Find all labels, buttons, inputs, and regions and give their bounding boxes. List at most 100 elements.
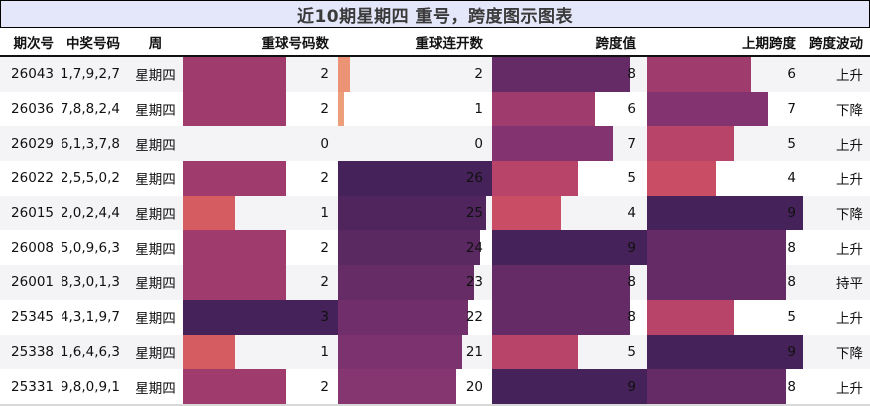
data-table: 期次号 中奖号码周重球号码数 重球连开数 跨度值 上期跨度 跨度波动 26043 1,7,9… bbox=[0, 28, 870, 406]
period-cell: 26036 bbox=[11, 101, 54, 118]
repeat_count-value: 2 bbox=[320, 274, 329, 291]
table-row: 25338 1,6,4,6,3 星期四 1 21 5 9 下降 bbox=[0, 334, 870, 370]
repeat-streak-cell: 20 bbox=[338, 369, 492, 404]
repeat_count-bar bbox=[183, 57, 287, 92]
span-bar bbox=[492, 126, 613, 162]
span-value: 9 bbox=[627, 378, 636, 395]
repeat_streak-value: 20 bbox=[465, 378, 483, 395]
repeat_count-value: 2 bbox=[320, 378, 329, 395]
winning-numbers-cell: 2,0,2,4,4 bbox=[62, 205, 120, 222]
repeat_streak-value: 2 bbox=[474, 66, 483, 83]
repeat_streak-bar bbox=[338, 195, 487, 231]
prev_span-value: 4 bbox=[787, 170, 796, 187]
span-trend-cell: 上升 bbox=[836, 137, 863, 154]
prev_span-bar bbox=[647, 57, 752, 92]
prev-span-cell: 7 bbox=[647, 91, 803, 127]
column-header-numbers: 中奖号码 bbox=[66, 35, 120, 52]
repeat_count-bar bbox=[183, 334, 235, 370]
repeat_streak-value: 23 bbox=[465, 274, 483, 291]
span-bar bbox=[492, 230, 647, 266]
winning-numbers-cell: 1,6,4,6,3 bbox=[62, 343, 120, 360]
weekday-cell: 星期四 bbox=[135, 380, 176, 397]
repeat-count-cell: 2 bbox=[183, 57, 338, 92]
weekday-cell: 星期四 bbox=[135, 207, 176, 224]
weekday-cell: 星期四 bbox=[135, 345, 176, 362]
repeat-streak-cell: 1 bbox=[338, 91, 492, 127]
period-cell: 25338 bbox=[11, 343, 54, 360]
span-value-cell: 8 bbox=[492, 57, 647, 92]
span-trend-cell: 下降 bbox=[836, 345, 863, 362]
prev-span-cell: 5 bbox=[647, 299, 803, 335]
repeat_count-value: 2 bbox=[320, 170, 329, 187]
repeat_streak-value: 22 bbox=[465, 309, 483, 326]
span-value: 8 bbox=[627, 309, 636, 326]
repeat_count-bar bbox=[183, 195, 235, 231]
span-trend-cell: 上升 bbox=[836, 172, 863, 189]
repeat-count-cell: 3 bbox=[183, 299, 338, 335]
table-row: 26001 8,3,0,1,3 星期四 2 23 8 8 持平 bbox=[0, 265, 870, 300]
prev_span-value: 8 bbox=[787, 274, 796, 291]
table-row: 26043 1,7,9,2,7 星期四 2 2 8 6 上升 bbox=[0, 57, 870, 92]
column-header-repeat_streak: 重球连开数 bbox=[415, 35, 484, 52]
repeat-streak-cell: 22 bbox=[338, 299, 492, 335]
repeat_streak-value: 1 bbox=[474, 101, 483, 118]
span-value-cell: 6 bbox=[492, 91, 647, 127]
span-bar bbox=[492, 195, 561, 231]
span-bar bbox=[492, 265, 630, 300]
span-value: 5 bbox=[627, 343, 636, 360]
table-row: 26015 2,0,2,4,4 星期四 1 25 4 9 下降 bbox=[0, 195, 870, 231]
repeat_count-value: 2 bbox=[320, 239, 329, 256]
weekday-cell: 星期四 bbox=[135, 311, 176, 328]
winning-numbers-cell: 7,8,8,2,4 bbox=[62, 101, 120, 118]
span-value: 4 bbox=[627, 205, 636, 222]
period-cell: 26015 bbox=[11, 205, 54, 222]
weekday-cell: 星期四 bbox=[135, 276, 176, 293]
repeat-streak-cell: 26 bbox=[338, 161, 492, 196]
repeat-count-cell: 1 bbox=[183, 334, 338, 370]
span-bar bbox=[492, 334, 579, 370]
prev_span-value: 6 bbox=[787, 66, 796, 83]
span-value-cell: 9 bbox=[492, 369, 647, 404]
prev_span-bar bbox=[647, 265, 786, 300]
repeat_count-value: 0 bbox=[320, 135, 329, 152]
span-value: 5 bbox=[627, 170, 636, 187]
period-cell: 26022 bbox=[11, 170, 54, 187]
repeat-streak-cell: 25 bbox=[338, 195, 492, 231]
span-trend-cell: 下降 bbox=[836, 103, 863, 120]
repeat_count-value: 1 bbox=[320, 205, 329, 222]
span-value: 8 bbox=[627, 274, 636, 291]
repeat-streak-cell: 24 bbox=[338, 230, 492, 266]
prev_span-bar bbox=[647, 161, 717, 196]
column-header-span: 跨度值 bbox=[595, 35, 637, 52]
repeat_streak-bar bbox=[338, 299, 469, 335]
repeat_count-bar bbox=[183, 91, 287, 127]
weekday-cell: 星期四 bbox=[135, 103, 176, 120]
span-trend-cell: 上升 bbox=[836, 380, 863, 397]
repeat_streak-bar bbox=[338, 334, 463, 370]
repeat-count-cell: 2 bbox=[183, 265, 338, 300]
table-header-row: 期次号 中奖号码 周 重球号码数 重球连开数 跨度值 上期跨度 跨度波动 bbox=[0, 28, 870, 57]
prev-span-cell: 8 bbox=[647, 230, 803, 266]
repeat_streak-bar bbox=[338, 369, 457, 404]
repeat_streak-value: 0 bbox=[474, 135, 483, 152]
repeat-count-cell: 2 bbox=[183, 369, 338, 404]
prev-span-cell: 8 bbox=[647, 369, 803, 404]
repeat_count-value: 2 bbox=[320, 101, 329, 118]
span-bar bbox=[492, 161, 579, 196]
repeat_count-bar bbox=[183, 230, 287, 266]
span-value: 9 bbox=[627, 239, 636, 256]
prev-span-cell: 5 bbox=[647, 126, 803, 162]
repeat_streak-value: 26 bbox=[465, 170, 483, 187]
repeat_streak-value: 24 bbox=[465, 239, 483, 256]
repeat-count-cell: 2 bbox=[183, 230, 338, 266]
winning-numbers-cell: 1,7,9,2,7 bbox=[62, 66, 120, 83]
period-cell: 26001 bbox=[11, 274, 54, 291]
span-value: 8 bbox=[627, 66, 636, 83]
repeat_count-value: 3 bbox=[320, 309, 329, 326]
span-bar bbox=[492, 57, 630, 92]
span-trend-cell: 下降 bbox=[836, 207, 863, 224]
winning-numbers-cell: 4,3,1,9,7 bbox=[62, 309, 120, 326]
repeat_count-bar bbox=[183, 265, 287, 300]
column-header-trend: 跨度波动 bbox=[809, 35, 863, 52]
